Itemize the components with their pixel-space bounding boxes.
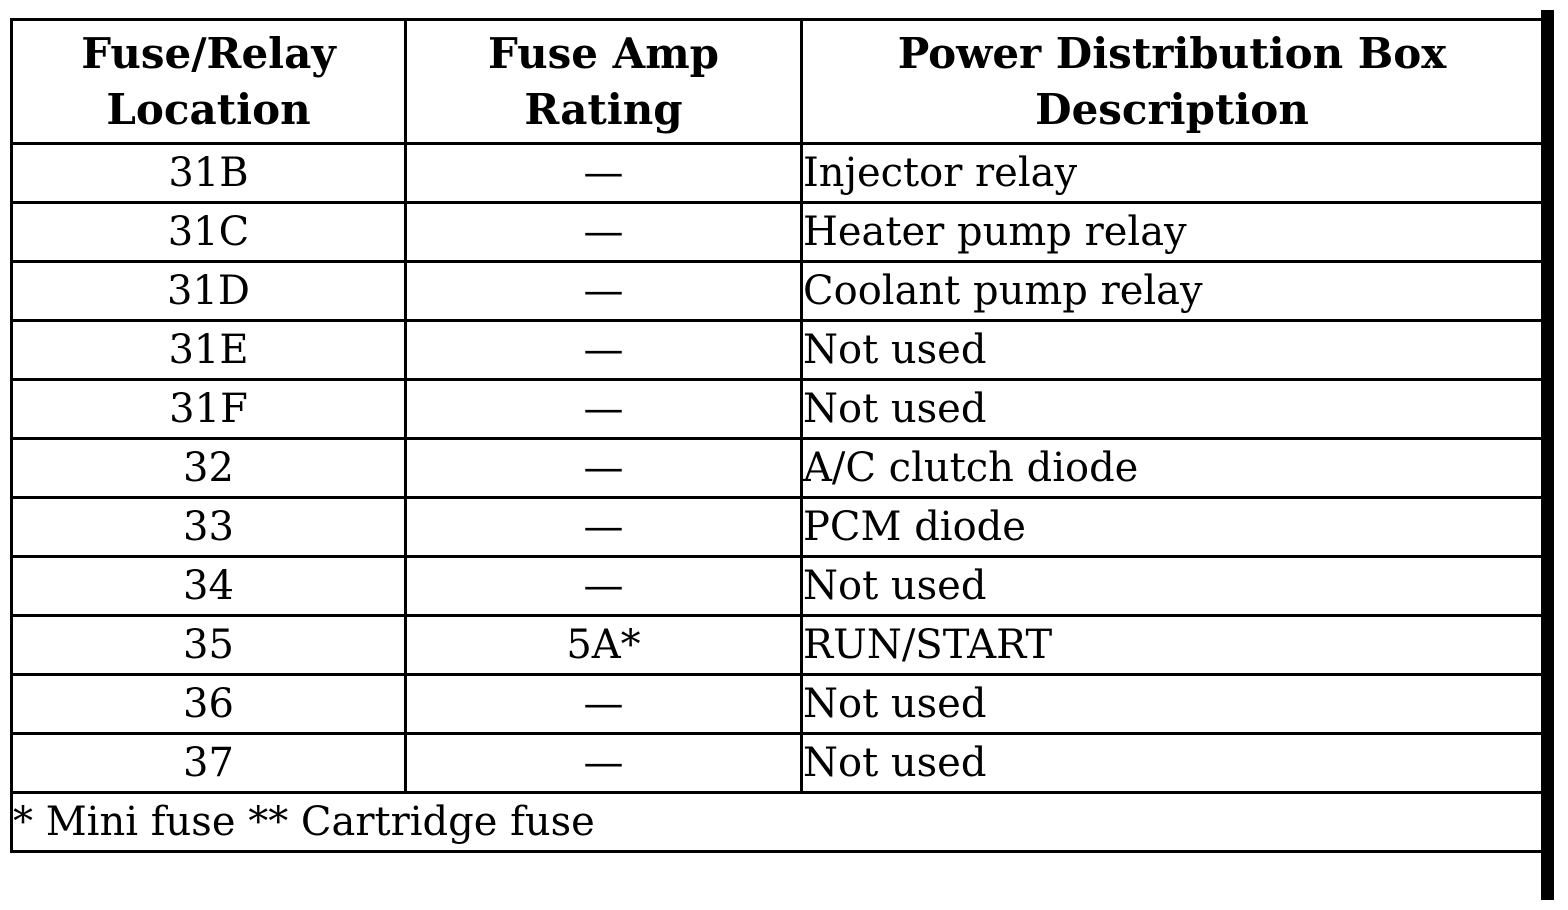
table-row: 36 — Not used xyxy=(10,673,1544,735)
cell-description: Coolant pump relay xyxy=(800,260,1544,322)
header-row: Fuse/Relay Location Fuse Amp Rating Powe… xyxy=(10,18,1544,145)
cell-amp: — xyxy=(404,319,803,381)
cell-amp: — xyxy=(404,673,803,735)
table-row: 31B — Injector relay xyxy=(10,142,1544,204)
header-amp-line2: Rating xyxy=(524,84,683,134)
table-row: 31D — Coolant pump relay xyxy=(10,260,1544,322)
cell-description: Not used xyxy=(800,732,1544,794)
cell-amp: — xyxy=(404,496,803,558)
cell-amp: — xyxy=(404,378,803,440)
cell-amp: — xyxy=(404,201,803,263)
footnote-row: * Mini fuse ** Cartridge fuse xyxy=(10,791,1544,853)
cell-description: PCM diode xyxy=(800,496,1544,558)
cell-amp: — xyxy=(404,142,803,204)
header-description: Power Distribution Box Description xyxy=(800,18,1544,145)
cell-amp: — xyxy=(404,555,803,617)
cell-description: A/C clutch diode xyxy=(800,437,1544,499)
fuse-table: Fuse/Relay Location Fuse Amp Rating Powe… xyxy=(10,18,1544,853)
table-row: 31F — Not used xyxy=(10,378,1544,440)
table-row: 34 — Not used xyxy=(10,555,1544,617)
header-amp: Fuse Amp Rating xyxy=(404,18,803,145)
right-border-bar xyxy=(1541,10,1554,900)
cell-location: 31C xyxy=(10,201,407,263)
cell-description: Injector relay xyxy=(800,142,1544,204)
table-row: 35 5A* RUN/START xyxy=(10,614,1544,676)
cell-location: 33 xyxy=(10,496,407,558)
cell-description: Not used xyxy=(800,378,1544,440)
cell-location: 31D xyxy=(10,260,407,322)
table-row: 32 — A/C clutch diode xyxy=(10,437,1544,499)
cell-amp: — xyxy=(404,732,803,794)
cell-location: 31B xyxy=(10,142,407,204)
cell-amp: 5A* xyxy=(404,614,803,676)
cell-description: RUN/START xyxy=(800,614,1544,676)
header-amp-line1: Fuse Amp xyxy=(488,28,719,78)
cell-location: 34 xyxy=(10,555,407,617)
cell-location: 35 xyxy=(10,614,407,676)
table-row: 31C — Heater pump relay xyxy=(10,201,1544,263)
cell-location: 36 xyxy=(10,673,407,735)
cell-amp: — xyxy=(404,437,803,499)
footnote: * Mini fuse ** Cartridge fuse xyxy=(10,791,1544,853)
table-row: 31E — Not used xyxy=(10,319,1544,381)
header-description-line1: Power Distribution Box xyxy=(897,28,1447,78)
cell-location: 32 xyxy=(10,437,407,499)
cell-amp: — xyxy=(404,260,803,322)
table-row: 37 — Not used xyxy=(10,732,1544,794)
header-location: Fuse/Relay Location xyxy=(10,18,407,145)
cell-location: 31E xyxy=(10,319,407,381)
cell-description: Not used xyxy=(800,319,1544,381)
table-row: 33 — PCM diode xyxy=(10,496,1544,558)
cell-description: Not used xyxy=(800,673,1544,735)
header-location-line1: Fuse/Relay xyxy=(81,28,336,78)
cell-description: Heater pump relay xyxy=(800,201,1544,263)
header-location-line2: Location xyxy=(106,84,311,134)
header-description-line2: Description xyxy=(1035,84,1309,134)
cell-location: 31F xyxy=(10,378,407,440)
cell-description: Not used xyxy=(800,555,1544,617)
cell-location: 37 xyxy=(10,732,407,794)
